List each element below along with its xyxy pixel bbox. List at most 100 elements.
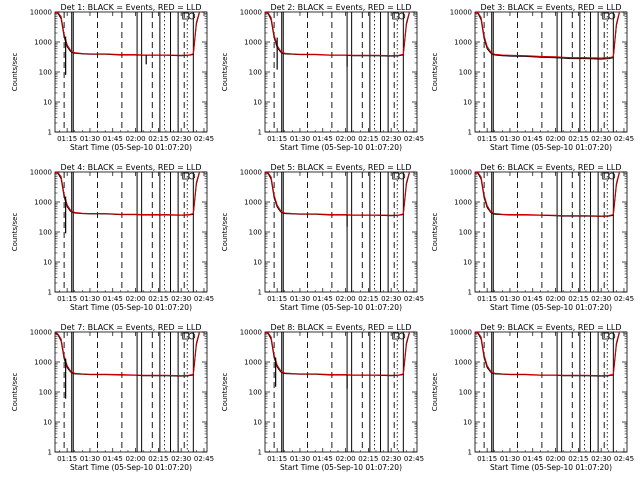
x-tick-label: 02:45 [404,455,424,463]
square-marker [392,332,400,340]
series-line-lld [264,171,410,216]
x-tick-label: 01:45 [523,295,543,303]
x-tick-label: 01:15 [57,135,77,143]
y-tick-label: 1 [258,289,262,297]
y-tick-label: 10000 [450,9,472,17]
x-tick-label: 01:30 [290,295,310,303]
panel-det-3: Det 3: BLACK = Events, RED = LLD 1 10 100 10… [431,3,634,152]
x-tick-label: 02:45 [404,135,424,143]
y-tick-label: 100 [249,229,262,237]
panel-det-1: Det 1: BLACK = Events, RED = LLD 1 10 100 10… [11,3,214,152]
x-tick-label: 01:45 [313,455,333,463]
y-tick-label: 10 [253,99,262,107]
x-tick-label: 01:15 [477,135,497,143]
circle-marker [608,332,616,340]
square-marker [602,332,610,340]
x-tick-label: 02:00 [125,455,145,463]
x-axis-label: Start Time (05-Sep-10 01:07:20) [280,303,402,312]
y-tick-label: 1 [48,449,52,457]
y-tick-label: 1000 [244,359,262,367]
panel-title: Det 4: BLACK = Events, RED = LLD [61,163,202,172]
square-marker [182,172,190,180]
series-line-lld [474,171,620,217]
panel-title: Det 8: BLACK = Events, RED = LLD [271,323,412,332]
y-tick-label: 1 [48,289,52,297]
panel-det-4: Det 4: BLACK = Events, RED = LLD 1 10 100 10… [11,163,214,312]
x-tick-label: 02:15 [568,295,588,303]
x-tick-label: 02:00 [545,135,565,143]
panel-title: Det 5: BLACK = Events, RED = LLD [271,163,412,172]
circle-marker [188,332,196,340]
x-tick-label: 01:15 [267,295,287,303]
square-marker [602,172,610,180]
x-tick-label: 02:30 [171,295,191,303]
x-tick-label: 01:30 [500,135,520,143]
panel-det-6: Det 6: BLACK = Events, RED = LLD 1 10 100 10… [431,163,634,312]
y-tick-label: 10 [253,259,262,267]
x-tick-label: 01:45 [103,455,123,463]
x-tick-label: 01:45 [103,135,123,143]
x-axis-label: Start Time (05-Sep-10 01:07:20) [280,463,402,472]
circle-marker [398,12,406,20]
y-tick-label: 1000 [244,39,262,47]
x-axis-label: Start Time (05-Sep-10 01:07:20) [70,303,192,312]
x-tick-label: 01:30 [500,455,520,463]
panel-det-2: Det 2: BLACK = Events, RED = LLD 1 10 100 10… [221,3,424,152]
square-marker [392,172,400,180]
series-line-lld [264,11,410,57]
x-axis-label: Start Time (05-Sep-10 01:07:20) [490,303,612,312]
y-tick-label: 100 [459,69,472,77]
x-tick-label: 02:15 [148,455,168,463]
y-axis-label: Counts/sec [221,213,229,252]
x-tick-label: 02:30 [591,455,611,463]
x-tick-label: 02:15 [358,135,378,143]
x-axis-label: Start Time (05-Sep-10 01:07:20) [70,463,192,472]
panel-det-9: Det 9: BLACK = Events, RED = LLD 1 10 100 10… [431,323,634,472]
y-tick-label: 10000 [240,9,262,17]
y-tick-label: 1000 [34,39,52,47]
x-axis-label: Start Time (05-Sep-10 01:07:20) [490,143,612,152]
series-line-events [474,12,620,60]
x-tick-label: 02:30 [591,295,611,303]
panel-det-5: Det 5: BLACK = Events, RED = LLD 1 10 100 10… [221,163,424,312]
y-axis-label: Counts/sec [11,373,19,412]
y-tick-label: 10000 [30,169,52,177]
y-tick-label: 100 [249,69,262,77]
panel-title: Det 2: BLACK = Events, RED = LLD [271,3,412,12]
y-tick-label: 1000 [244,199,262,207]
x-tick-label: 02:15 [568,135,588,143]
panel-det-7: Det 7: BLACK = Events, RED = LLD 1 10 100 10… [11,323,214,472]
x-axis-label: Start Time (05-Sep-10 01:07:20) [280,143,402,152]
y-tick-label: 1000 [34,199,52,207]
x-tick-label: 01:45 [103,295,123,303]
x-tick-label: 02:00 [335,295,355,303]
x-tick-label: 01:15 [267,455,287,463]
x-tick-label: 02:45 [194,295,214,303]
x-axis-label: Start Time (05-Sep-10 01:07:20) [490,463,612,472]
x-tick-label: 01:45 [523,135,543,143]
circle-marker [398,332,406,340]
x-tick-label: 01:15 [57,295,77,303]
x-tick-label: 02:30 [381,455,401,463]
x-tick-label: 02:15 [148,295,168,303]
y-tick-label: 100 [39,389,52,397]
x-tick-label: 01:15 [477,295,497,303]
y-tick-label: 10000 [30,329,52,337]
y-tick-label: 10000 [450,169,472,177]
x-tick-label: 01:30 [80,455,100,463]
series-line-lld [474,331,620,377]
y-axis-label: Counts/sec [431,373,439,412]
y-tick-label: 10000 [240,329,262,337]
x-tick-label: 01:30 [290,135,310,143]
x-tick-label: 02:00 [545,295,565,303]
x-tick-label: 02:00 [125,295,145,303]
x-tick-label: 01:15 [267,135,287,143]
y-tick-label: 1 [468,289,472,297]
square-marker [392,12,400,20]
x-tick-label: 02:00 [125,135,145,143]
y-tick-label: 100 [249,389,262,397]
y-tick-label: 1000 [454,359,472,367]
y-axis-label: Counts/sec [11,213,19,252]
y-tick-label: 1 [468,129,472,137]
x-tick-label: 02:30 [171,135,191,143]
